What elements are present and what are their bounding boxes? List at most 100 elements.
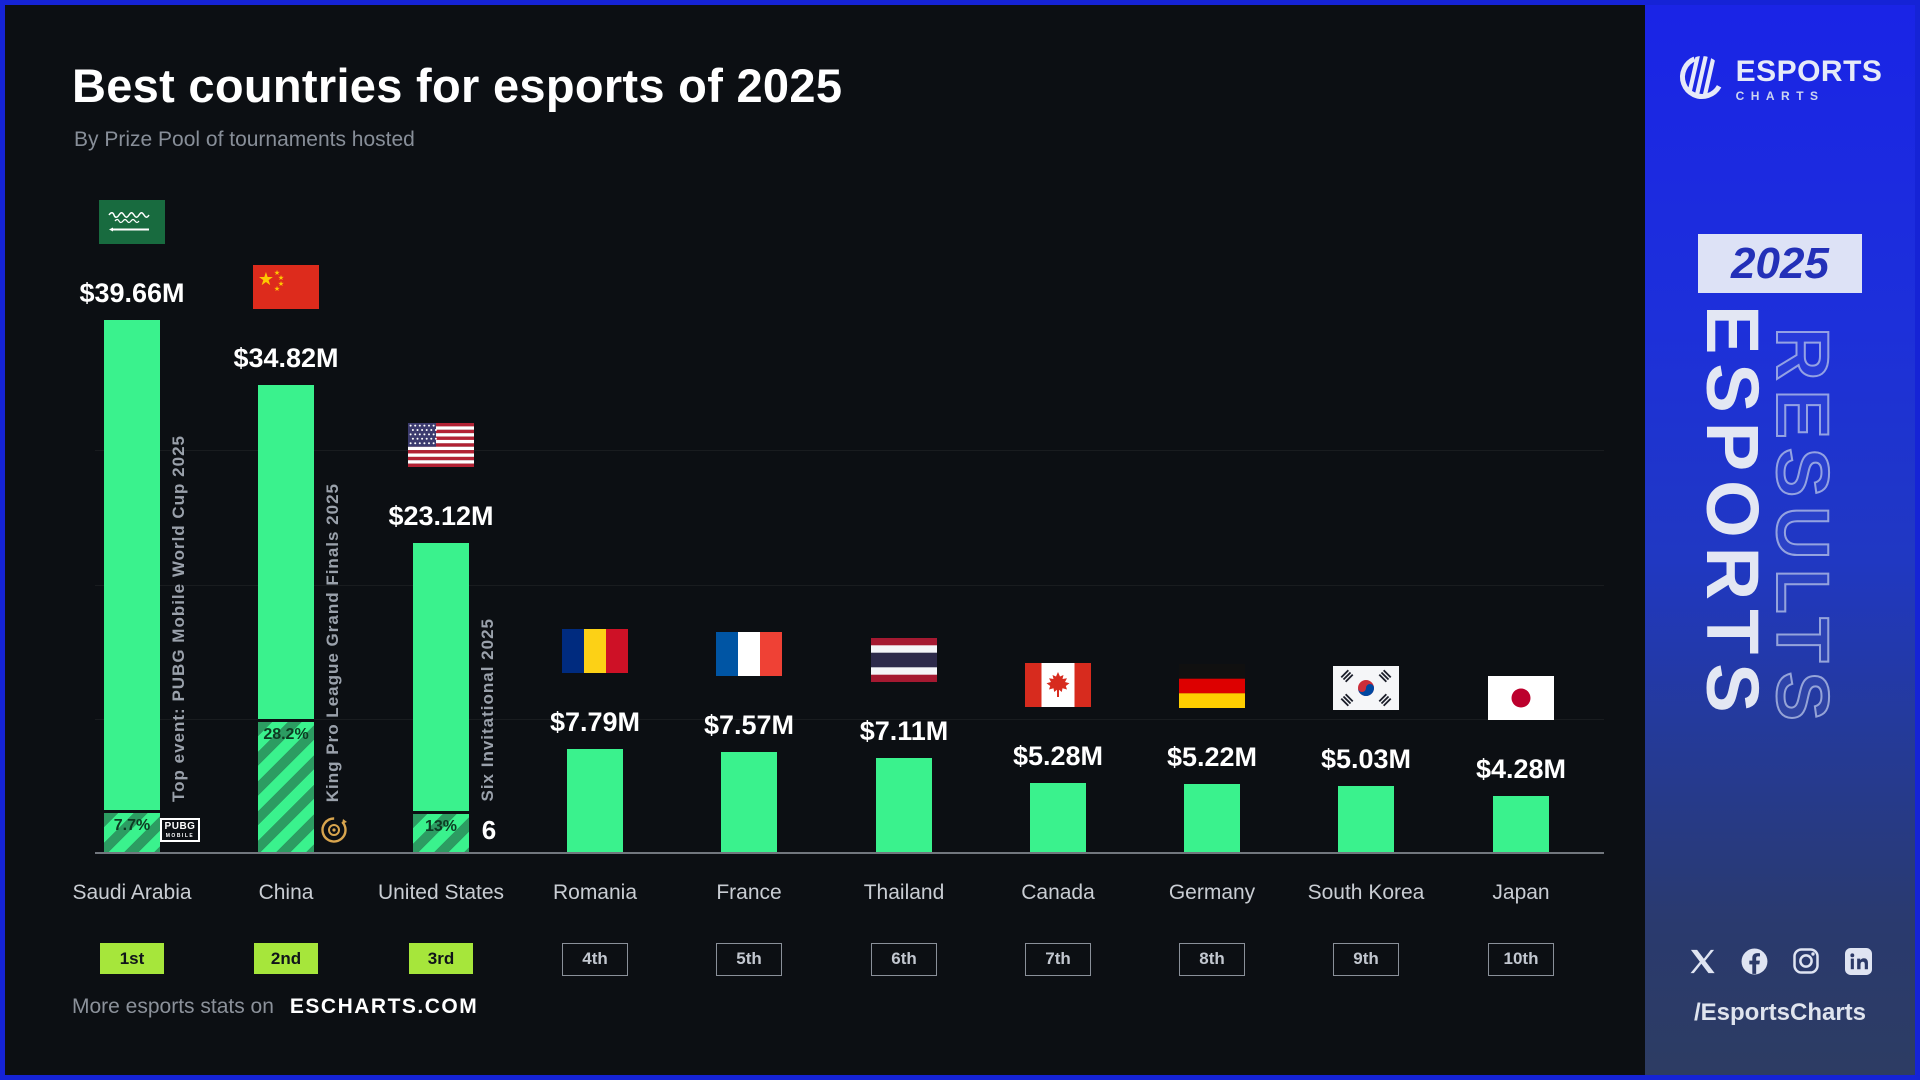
footer-site-link[interactable]: ESCHARTS.COM xyxy=(289,995,479,1018)
rank-badge-wrap: 2nd xyxy=(201,943,371,974)
bar-united-states: 13% xyxy=(413,543,469,854)
prize-value-label: $7.79M xyxy=(549,707,641,737)
country-label: Romania xyxy=(552,881,638,904)
watermark-results: RESULTS xyxy=(1760,326,1845,731)
gridline-30m xyxy=(95,450,1604,451)
rank-badge-wrap: 9th xyxy=(1281,943,1451,976)
romania-flag-icon xyxy=(562,629,628,673)
prize-value-label: $7.11M xyxy=(859,716,949,746)
bar-saudi-arabia: 7.7% xyxy=(104,320,160,854)
top-event-share-area: 13% xyxy=(413,811,469,854)
prize-value-label: $39.66M xyxy=(79,278,185,308)
china-flag-icon: ★ ★ ★ ★ ★ xyxy=(253,265,319,309)
rank-badge-wrap: 1st xyxy=(47,943,217,974)
facebook-icon[interactable] xyxy=(1739,946,1769,976)
pubg-mobile-logo-icon: PUBG MOBILE xyxy=(159,818,201,842)
thailand-flag-icon xyxy=(871,638,937,682)
country-label: South Korea xyxy=(1307,881,1425,904)
prize-value-label: $5.22M xyxy=(1166,742,1258,772)
king-pro-league-logo-icon xyxy=(321,817,347,843)
country-label: France xyxy=(716,881,782,904)
france-flag-icon xyxy=(716,632,782,676)
country-label: China xyxy=(258,881,314,904)
rank-badge: 5th xyxy=(716,943,782,976)
country-label: Germany xyxy=(1168,881,1256,904)
prize-value-label: $7.57M xyxy=(703,710,795,740)
top-event-label: King Pro League Grand Finals 2025 xyxy=(323,482,342,802)
rank-badge: 7th xyxy=(1025,943,1091,976)
canada-flag-icon xyxy=(1025,663,1091,707)
rank-badge-wrap: 7th xyxy=(973,943,1143,976)
rank-badge-wrap: 5th xyxy=(664,943,834,976)
rank-badge: 8th xyxy=(1179,943,1245,976)
top-event-share-area: 7.7% xyxy=(104,810,160,854)
rank-badge-wrap: 4th xyxy=(510,943,680,976)
year-badge: 2025 xyxy=(1698,234,1862,293)
svg-text:★: ★ xyxy=(278,280,284,288)
bar-germany xyxy=(1184,784,1240,854)
page-subtitle: By Prize Pool of tournaments hosted xyxy=(74,128,415,151)
prize-value-label: $34.82M xyxy=(233,343,339,373)
prize-value-label: $4.28M xyxy=(1475,754,1567,784)
escharts-logo-icon xyxy=(1678,53,1726,106)
svg-text:★: ★ xyxy=(274,269,280,277)
country-label: Japan xyxy=(1492,881,1550,904)
rank-badge: 9th xyxy=(1333,943,1399,976)
south-korea-flag-icon xyxy=(1333,666,1399,710)
saudi-arabia-flag-icon xyxy=(99,200,165,244)
rank-badge: 4th xyxy=(562,943,628,976)
footer-text: More esports stats on xyxy=(72,995,274,1018)
rank-badge: 2nd xyxy=(254,943,318,974)
sidebar: ESPORTS CHARTS 2025 ESPORTS RESULTS /Esp… xyxy=(1645,5,1915,1075)
top-event-share-area: 28.2% xyxy=(258,719,314,854)
social-handle[interactable]: /EsportsCharts xyxy=(1693,999,1867,1026)
prize-value-label: $5.03M xyxy=(1320,744,1412,774)
top-event-label: Top event: PUBG Mobile World Cup 2025 xyxy=(169,435,188,802)
bar-romania xyxy=(567,749,623,854)
bar-france xyxy=(721,752,777,854)
gridline-20m xyxy=(95,585,1604,586)
brand-name: ESPORTS xyxy=(1735,54,1883,88)
rank-badge: 1st xyxy=(100,943,164,974)
linkedin-icon[interactable] xyxy=(1843,946,1873,976)
svg-text:★: ★ xyxy=(274,285,280,293)
bar-canada xyxy=(1030,783,1086,854)
bar-south-korea xyxy=(1338,786,1394,854)
top-event-share-label: 13% xyxy=(424,818,458,835)
footer: More esports stats on ESCHARTS.COM xyxy=(72,995,478,1019)
country-label: Canada xyxy=(1021,881,1095,904)
page-title: Best countries for esports of 2025 xyxy=(72,59,843,112)
rank-badge-wrap: 3rd xyxy=(356,943,526,974)
united-states-flag-icon xyxy=(408,423,474,467)
prize-value-label: $5.28M xyxy=(1012,741,1104,771)
svg-text:★: ★ xyxy=(278,274,284,282)
svg-text:★: ★ xyxy=(258,269,274,290)
rank-badge-wrap: 8th xyxy=(1127,943,1297,976)
social-icons-row xyxy=(1645,946,1915,976)
brand-logo: ESPORTS CHARTS xyxy=(1645,53,1915,106)
instagram-icon[interactable] xyxy=(1791,946,1821,976)
rank-badge-wrap: 6th xyxy=(819,943,989,976)
japan-flag-icon xyxy=(1488,676,1554,720)
country-label: Thailand xyxy=(863,881,945,904)
rank-badge: 6th xyxy=(871,943,937,976)
germany-flag-icon xyxy=(1179,664,1245,708)
country-label: Saudi Arabia xyxy=(72,881,192,904)
x-icon[interactable] xyxy=(1687,946,1717,976)
gridline-10m xyxy=(95,719,1604,720)
country-label: United States xyxy=(377,881,505,904)
bar-japan xyxy=(1493,796,1549,854)
top-event-share-label: 28.2% xyxy=(263,726,309,743)
rank-badge-wrap: 10th xyxy=(1436,943,1606,976)
bar-thailand xyxy=(876,758,932,854)
top-event-share-label: 7.7% xyxy=(113,817,151,834)
x-axis-line xyxy=(95,852,1604,854)
watermark-esports: ESPORTS xyxy=(1691,305,1774,722)
rank-badge: 10th xyxy=(1488,943,1554,976)
six-invitational-logo-icon: 6 xyxy=(481,815,497,845)
brand-subname: CHARTS xyxy=(1735,88,1825,103)
prize-value-label: $23.12M xyxy=(388,501,494,531)
top-event-label: Six Invitational 2025 xyxy=(478,618,497,802)
